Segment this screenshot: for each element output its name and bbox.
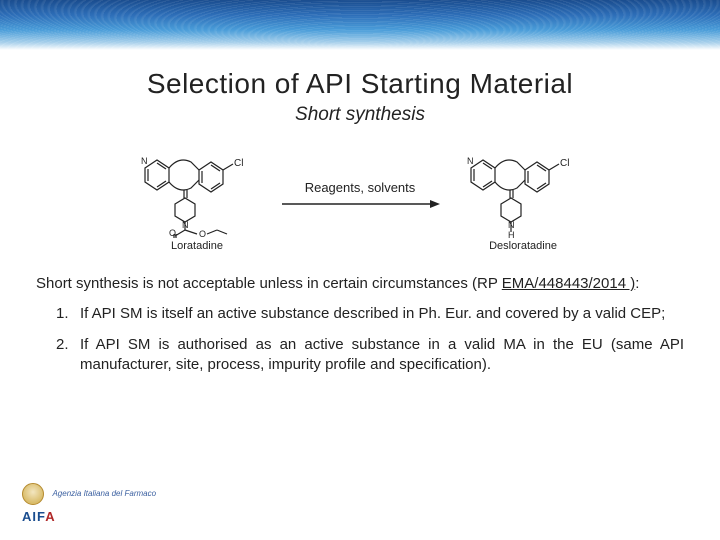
acronym-prefix: AIF [22,509,45,524]
molecule-left-label: Loratadine [171,240,223,252]
svg-text:O: O [199,229,206,238]
arrow-label: Reagents, solvents [305,180,416,195]
org-name: Agenzia Italiana del Farmaco [52,490,156,498]
acronym-suffix: A [45,509,55,524]
list-number: 2. [56,335,80,376]
list-text: If API SM is itself an active substance … [80,304,684,324]
list-item: 2. If API SM is authorised as an active … [56,335,684,376]
slide-subtitle: Short synthesis [0,104,720,126]
para-tail: : [635,275,639,292]
footer-logos: Agenzia Italiana del Farmaco AIFA [22,483,156,524]
svg-text:N: N [467,156,474,166]
svg-text:Cl: Cl [560,158,569,169]
loratadine-structure-icon: N Cl N [127,138,267,238]
molecule-right: N Cl N H Desloratadine [453,138,593,252]
aifa-acronym: AIFA [22,509,156,524]
top-banner [0,0,720,50]
molecule-right-label: Desloratadine [489,240,557,252]
para-lead: Short synthesis is not acceptable unless… [36,275,502,292]
svg-text:Cl: Cl [234,158,243,169]
list-item: 1. If API SM is itself an active substan… [56,304,684,324]
italy-emblem-icon [22,483,44,505]
slide-title: Selection of API Starting Material [0,68,720,100]
reaction-arrow-region: Reagents, solvents [275,180,445,211]
para-reference: EMA/448443/2014 ) [502,275,635,292]
svg-text:N: N [141,156,148,166]
arrow-icon [280,197,440,211]
conditions-list: 1. If API SM is itself an active substan… [56,304,684,375]
molecule-left: N Cl N [127,138,267,252]
svg-text:H: H [508,230,515,238]
list-number: 1. [56,304,80,324]
svg-text:O: O [169,228,176,238]
reaction-diagram: N Cl N [0,138,720,252]
list-text: If API SM is authorised as an active sub… [80,335,684,376]
desloratadine-structure-icon: N Cl N H [453,138,593,238]
intro-paragraph: Short synthesis is not acceptable unless… [36,274,684,294]
emblem-row: Agenzia Italiana del Farmaco [22,483,156,505]
